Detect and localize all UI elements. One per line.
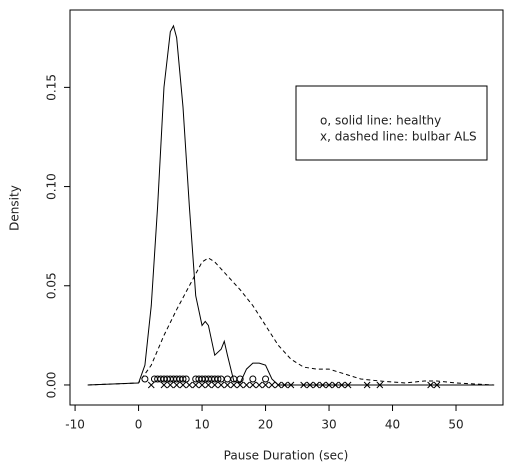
rug-point bbox=[211, 381, 219, 389]
rug-point bbox=[268, 381, 276, 389]
x-tick-label: 10 bbox=[194, 418, 209, 432]
rug-point bbox=[236, 375, 244, 383]
x-tick-label: 0 bbox=[135, 418, 143, 432]
x-tick-label: 30 bbox=[321, 418, 336, 432]
rug-point bbox=[230, 381, 238, 389]
x-axis-label: Pause Duration (sec) bbox=[224, 449, 349, 463]
rug-point bbox=[319, 381, 327, 389]
rug-point bbox=[249, 375, 257, 383]
density-line bbox=[87, 257, 495, 386]
rug-point bbox=[236, 381, 244, 389]
rug-point bbox=[186, 381, 193, 389]
x-tick-label: 50 bbox=[448, 418, 463, 432]
rug-point bbox=[214, 375, 222, 383]
rug-point bbox=[179, 381, 187, 389]
rug-point bbox=[249, 381, 257, 389]
rug-point bbox=[182, 375, 190, 383]
rug-point bbox=[147, 381, 155, 389]
rug-point bbox=[274, 381, 282, 389]
rug-point bbox=[179, 375, 187, 383]
legend-entry: x, dashed line: bulbar ALS bbox=[320, 130, 477, 144]
rug-point bbox=[224, 381, 231, 389]
y-axis-label: Density bbox=[8, 185, 22, 231]
y-tick-label: 0.10 bbox=[45, 173, 59, 200]
y-tick-label: 0.05 bbox=[45, 272, 59, 299]
x-tick-label: -10 bbox=[65, 418, 85, 432]
rug-point bbox=[338, 381, 346, 389]
legend-entry: o, solid line: healthy bbox=[320, 114, 441, 128]
x-tick-label: 20 bbox=[258, 418, 273, 432]
rug-point bbox=[255, 381, 263, 389]
rug-point bbox=[376, 381, 384, 389]
rug-point bbox=[325, 381, 333, 389]
rug-point bbox=[223, 375, 231, 383]
rug-point bbox=[160, 381, 168, 389]
rug-point bbox=[363, 381, 371, 389]
rug-point bbox=[262, 381, 269, 389]
rug-point bbox=[262, 375, 270, 383]
rug-point bbox=[300, 381, 307, 389]
density-line bbox=[87, 24, 495, 386]
rug-point bbox=[198, 381, 206, 389]
rug-point bbox=[306, 381, 314, 389]
y-tick-label: 0.15 bbox=[45, 74, 59, 101]
rug-point bbox=[166, 381, 174, 389]
rug-point bbox=[192, 381, 200, 389]
x-tick-label: 40 bbox=[385, 418, 400, 432]
rug-point bbox=[433, 381, 441, 389]
rug-point bbox=[217, 381, 225, 389]
rug-point bbox=[205, 381, 212, 389]
plot-frame bbox=[69, 9, 504, 406]
rug-point bbox=[243, 381, 250, 389]
rug-point bbox=[281, 381, 288, 389]
rug-point bbox=[344, 381, 352, 389]
rug-point bbox=[287, 381, 295, 389]
y-tick-label: 0.00 bbox=[45, 372, 59, 399]
rug-point bbox=[173, 381, 181, 389]
rug-point bbox=[312, 381, 320, 389]
legend bbox=[295, 85, 488, 161]
rug-point bbox=[332, 381, 339, 389]
rug-point bbox=[427, 381, 434, 389]
